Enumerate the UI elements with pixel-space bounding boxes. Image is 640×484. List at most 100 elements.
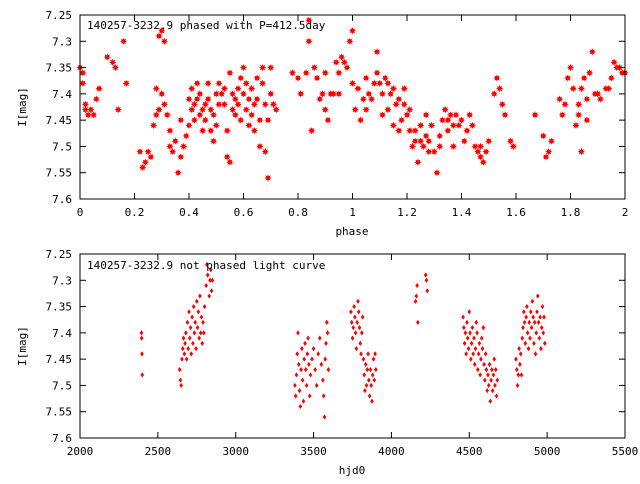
- unphased-data-point: [481, 325, 486, 331]
- unphased-plot-frame: [79, 253, 626, 439]
- phased-data-point: [411, 127, 419, 135]
- unphased-data-point: [489, 377, 493, 383]
- phased-data-point: [400, 85, 408, 93]
- phased-data-point: [166, 127, 174, 135]
- phased-data-point: [389, 121, 397, 129]
- unphased-data-point: [519, 372, 524, 378]
- phased-data-point: [220, 85, 228, 93]
- phased-data-point: [196, 111, 204, 119]
- unphased-data-point: [351, 325, 356, 331]
- phased-data-point: [155, 106, 163, 114]
- unphased-data-point: [349, 319, 354, 325]
- phased-data-point: [539, 132, 547, 140]
- unphased-data-point: [367, 393, 372, 399]
- phased-data-point: [196, 90, 204, 98]
- unphased-data-point: [178, 377, 183, 383]
- phased-data-point: [466, 111, 474, 119]
- unphased-data-point: [368, 367, 373, 373]
- unphased-data-point: [362, 372, 366, 378]
- unphased-data-point: [424, 277, 429, 283]
- phased-data-point: [144, 148, 152, 156]
- phased-data-point: [139, 163, 147, 172]
- unphased-data-point: [208, 277, 212, 283]
- phased-data-point: [460, 137, 468, 145]
- phased-data-point: [378, 90, 387, 98]
- unphased-data-point: [521, 309, 526, 315]
- unphased-data-point: [354, 346, 359, 352]
- phased-x-tick-label: 0.2: [125, 206, 145, 219]
- unphased-data-point: [179, 382, 184, 389]
- phased-data-point: [147, 153, 155, 161]
- phased-data-point: [310, 64, 318, 72]
- phased-data-point: [580, 74, 588, 82]
- unphased-data-point: [298, 403, 303, 410]
- phased-data-point: [267, 90, 275, 98]
- phased-data-point: [166, 142, 174, 150]
- unphased-data-point: [537, 335, 542, 341]
- unphased-data-point: [373, 351, 377, 357]
- unphased-data-point: [193, 319, 198, 325]
- phased-x-tick-label: 0: [77, 206, 84, 219]
- unphased-data-point: [210, 277, 215, 283]
- unphased-data-point: [360, 314, 365, 320]
- unphased-data-point: [517, 346, 521, 352]
- phased-data-point: [308, 127, 316, 135]
- phased-data-point: [430, 148, 438, 156]
- unphased-data-point: [199, 314, 204, 320]
- unphased-data-point: [370, 372, 375, 378]
- unphased-data-point: [183, 340, 187, 346]
- phased-data-point: [414, 158, 422, 166]
- phased-data-point: [188, 85, 196, 93]
- phased-data-point: [259, 79, 267, 87]
- phased-data-point: [545, 148, 553, 156]
- unphased-data-point: [477, 340, 482, 346]
- unphased-data-point: [301, 398, 306, 404]
- unphased-data-point: [425, 288, 430, 294]
- phased-data-point: [256, 116, 264, 124]
- unphased-data-point: [302, 356, 307, 362]
- phased-data-point: [223, 153, 231, 161]
- phased-data-point: [427, 121, 436, 129]
- unphased-data-point: [201, 319, 205, 325]
- unphased-data-point: [194, 298, 199, 304]
- phased-data-point: [362, 74, 370, 82]
- unphased-data-point: [322, 414, 327, 420]
- phased-data-point: [223, 127, 231, 135]
- phased-data-point: [150, 121, 158, 129]
- phased-data-point: [463, 127, 471, 135]
- unphased-data-point: [479, 335, 484, 341]
- phased-data-point: [373, 69, 381, 77]
- unphased-data-point: [415, 282, 419, 289]
- phased-data-point: [288, 69, 297, 77]
- phased-data-point: [267, 64, 275, 72]
- unphased-data-point: [522, 319, 527, 325]
- phased-data-point: [321, 69, 329, 77]
- phased-data-point: [406, 127, 414, 135]
- phased-y-tick-label: 7.35: [46, 62, 73, 75]
- phased-data-point: [400, 100, 408, 108]
- phased-data-point: [452, 111, 460, 119]
- phased-data-point: [395, 95, 403, 103]
- unphased-data-point: [197, 335, 201, 341]
- phased-data-point: [569, 85, 577, 93]
- phased-data-point: [444, 116, 452, 124]
- phased-data-point: [229, 106, 237, 114]
- phased-data-point: [583, 116, 591, 124]
- unphased-data-point: [184, 356, 189, 362]
- unphased-data-point: [534, 330, 539, 336]
- phased-data-point: [152, 111, 160, 119]
- unphased-data-point: [297, 388, 302, 394]
- phased-y-tick-label: 7.4: [52, 88, 72, 101]
- phased-data-point: [248, 111, 256, 119]
- unphased-data-point: [472, 361, 477, 367]
- unphased-data-point: [486, 372, 490, 378]
- phased-data-point: [305, 37, 313, 45]
- phased-data-point: [177, 116, 185, 124]
- phased-data-point: [313, 74, 321, 82]
- phased-data-point: [231, 95, 239, 103]
- unphased-y-tick-label: 7.55: [46, 406, 73, 419]
- phased-data-point: [408, 142, 417, 150]
- unphased-x-tick-label: 4000: [378, 445, 405, 458]
- phased-data-point: [357, 116, 365, 124]
